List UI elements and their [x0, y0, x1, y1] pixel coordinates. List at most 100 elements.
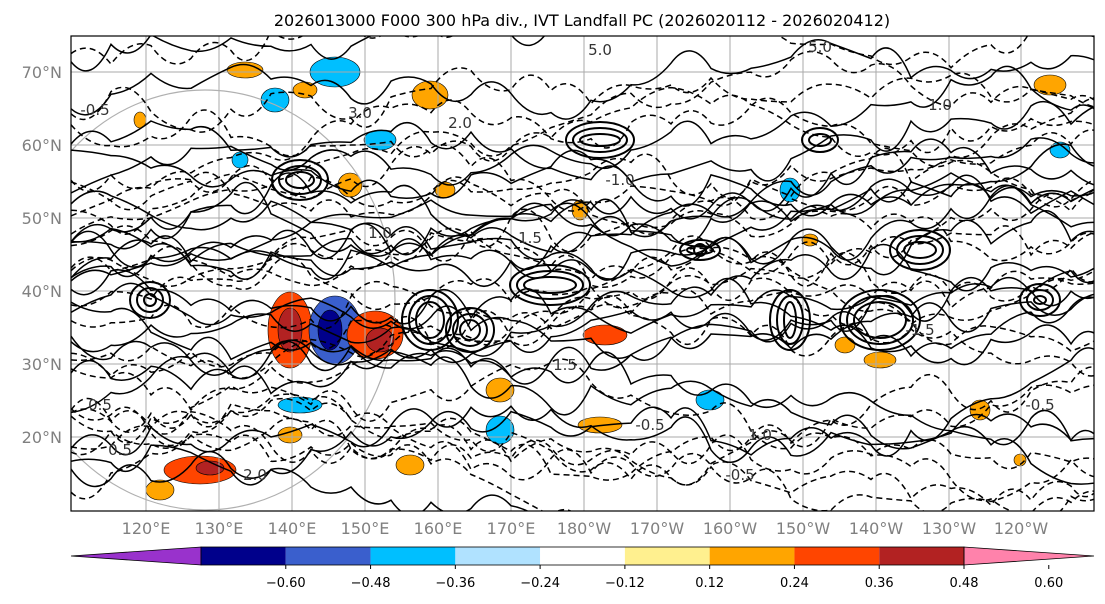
ivt-contour-loop [459, 319, 481, 341]
lon-label: 160°E [414, 519, 463, 538]
divergence-fill [582, 324, 628, 346]
colorbar-tick-label: −0.24 [520, 576, 560, 591]
ivt-contour-loop [285, 171, 315, 189]
contour-label: 3.0 [348, 104, 372, 122]
contour-label: 1.0 [368, 224, 392, 242]
lon-label: 170°E [487, 519, 536, 538]
lat-label: 70°N [22, 63, 62, 82]
ivt-contour-line [71, 347, 1094, 464]
contour-label: 2.0 [448, 114, 472, 132]
divergence-fill [231, 151, 249, 169]
projection-outline [71, 89, 396, 511]
ivt-contour-line [71, 406, 1094, 488]
colorbar-tick-label: 0.60 [1034, 576, 1063, 591]
ivt-contour-loop [903, 241, 937, 259]
colorbar-segment [285, 547, 371, 565]
colorbar-extend-min [70, 546, 202, 566]
ivt-contour-line [71, 109, 1094, 221]
ivt-contour-loop [776, 295, 804, 345]
lat-label: 60°N [22, 136, 62, 155]
ivt-contour-line [71, 100, 1094, 184]
colorbar-segment [370, 547, 456, 565]
ivt-contour-line [71, 269, 1094, 334]
colorbar-segment [794, 547, 880, 565]
ivt-contour-loop [1033, 295, 1047, 305]
colorbar-tick-label: 0.24 [780, 576, 809, 591]
ivt-contour-loop [278, 165, 322, 195]
map-panel: -0.5 3.0 5.0 1.0 2.0 1.5 0.5 -1.0 -0.5 1.5 0.5 1.0 -… [70, 35, 1095, 512]
ivt-contour-line [71, 410, 1094, 511]
colorbar-segment [709, 547, 795, 565]
contour-label: 0.5 [108, 441, 132, 459]
ivt-contour-line [71, 225, 1094, 307]
ivt-contour-loop [136, 287, 164, 313]
ivt-contour-loop [1019, 283, 1061, 317]
ivt-contour-loop [565, 121, 635, 159]
colorbar-segment [201, 547, 286, 565]
ivt-contour-loop [679, 239, 721, 261]
contour-label: -0.5 [1025, 396, 1054, 414]
contour-label: -1.5 [905, 321, 934, 339]
ivt-contour-loop [808, 133, 832, 147]
ivt-contour-line [71, 50, 1094, 211]
divergence-fill [485, 377, 515, 403]
contour-label: 5.0 [808, 38, 832, 56]
ivt-contour-loop [408, 295, 452, 345]
lat-label: 20°N [22, 428, 62, 447]
colorbar-tick-label: 0.12 [695, 576, 724, 591]
divergence-fill [411, 80, 449, 110]
ivt-contours [71, 36, 1094, 511]
colorbar: −0.60 −0.48 −0.36 −0.24 −0.12 0.12 0.24 0.36 0.4… [70, 546, 1095, 591]
ivt-contour-line [71, 366, 1094, 466]
ivt-contour-line [71, 243, 1094, 357]
ivt-contour-line [71, 276, 1094, 391]
ivt-contour-line [71, 138, 1094, 287]
ivt-contour-line [71, 444, 529, 511]
colorbar-segment [624, 547, 710, 565]
lat-label: 50°N [22, 209, 62, 228]
contour-label: -0.5 [80, 101, 109, 119]
lon-label: 170°W [630, 519, 685, 538]
contour-label: 1.5 [518, 229, 542, 247]
colorbar-extend-max [963, 546, 1095, 566]
lon-label: 140°E [268, 519, 317, 538]
contour-label: -0.5 [725, 466, 754, 484]
ivt-contour-line [71, 189, 1094, 288]
contour-label: -1.0 [605, 171, 634, 189]
ivt-contour-loop [801, 127, 839, 153]
ivt-contour-loop [769, 289, 811, 351]
ivt-contour-loop [686, 245, 714, 255]
ivt-contour-loop [783, 301, 797, 339]
divergence-fill [260, 87, 290, 113]
lon-label: 140°W [849, 519, 904, 538]
latitude-labels: 70°N 60°N 50°N 40°N 30°N 20°N [22, 63, 62, 447]
ivt-contour-line [71, 384, 1094, 486]
divergence-fill [863, 351, 897, 369]
ivt-contour-line [71, 301, 1094, 446]
ivt-contour-line [71, 172, 1094, 250]
ivt-contour-loop [572, 127, 628, 153]
divergence-fill [834, 336, 856, 354]
divergence-fill [277, 396, 323, 414]
ivt-contour-line [71, 181, 1094, 264]
ivt-contour-line [71, 235, 1094, 366]
lat-label: 40°N [22, 282, 62, 301]
ivt-contour-line [71, 143, 1094, 217]
lon-label: 180°W [557, 519, 612, 538]
ivt-contour-line [71, 36, 546, 72]
ivt-contour-loop [896, 235, 944, 265]
colorbar-tick-label: −0.60 [266, 576, 306, 591]
contour-labels: -0.5 3.0 5.0 1.0 2.0 1.5 0.5 -1.0 -0.5 1.5 0.5 1.0 -… [80, 38, 1054, 484]
ivt-contour-line [71, 39, 1094, 120]
divergence-fill [1033, 74, 1067, 96]
colorbar-segment [455, 547, 541, 565]
ivt-contour-line [71, 358, 1094, 511]
colorbar-tick-label: −0.12 [605, 576, 645, 591]
ivt-contour-line [71, 36, 1094, 69]
colorbar-frame [200, 546, 965, 566]
lon-label: 160°W [703, 519, 758, 538]
ivt-contour-loop [693, 243, 707, 257]
divergence-fill [695, 389, 725, 411]
ivt-contour-loop [1026, 289, 1054, 311]
